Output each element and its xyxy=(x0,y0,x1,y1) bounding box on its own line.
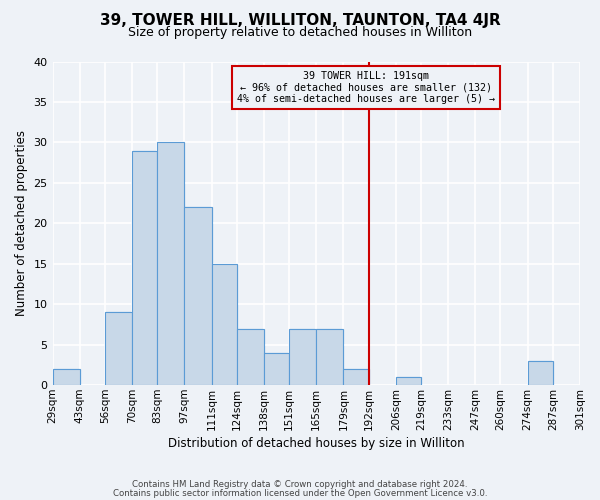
Bar xyxy=(527,361,553,385)
Bar xyxy=(396,377,421,385)
Bar xyxy=(212,264,237,385)
Text: 39, TOWER HILL, WILLITON, TAUNTON, TA4 4JR: 39, TOWER HILL, WILLITON, TAUNTON, TA4 4… xyxy=(100,12,500,28)
Bar xyxy=(157,142,184,385)
Text: 39 TOWER HILL: 191sqm
← 96% of detached houses are smaller (132)
4% of semi-deta: 39 TOWER HILL: 191sqm ← 96% of detached … xyxy=(238,71,496,104)
Bar xyxy=(237,328,264,385)
Bar xyxy=(527,361,553,385)
Bar xyxy=(264,353,289,385)
Bar xyxy=(184,207,212,385)
Text: Size of property relative to detached houses in Williton: Size of property relative to detached ho… xyxy=(128,26,472,39)
Bar xyxy=(237,328,264,385)
Bar xyxy=(343,369,368,385)
Bar xyxy=(212,264,237,385)
X-axis label: Distribution of detached houses by size in Williton: Distribution of detached houses by size … xyxy=(168,437,464,450)
Bar xyxy=(132,150,157,385)
Bar xyxy=(105,312,132,385)
Text: Contains public sector information licensed under the Open Government Licence v3: Contains public sector information licen… xyxy=(113,488,487,498)
Bar xyxy=(53,369,80,385)
Bar xyxy=(53,369,80,385)
Bar xyxy=(105,312,132,385)
Bar xyxy=(132,150,157,385)
Y-axis label: Number of detached properties: Number of detached properties xyxy=(15,130,28,316)
Bar xyxy=(264,353,289,385)
Text: Contains HM Land Registry data © Crown copyright and database right 2024.: Contains HM Land Registry data © Crown c… xyxy=(132,480,468,489)
Bar xyxy=(289,328,316,385)
Bar xyxy=(157,142,184,385)
Bar xyxy=(316,328,343,385)
Bar xyxy=(289,328,316,385)
Bar xyxy=(184,207,212,385)
Bar xyxy=(343,369,368,385)
Bar xyxy=(316,328,343,385)
Bar xyxy=(396,377,421,385)
